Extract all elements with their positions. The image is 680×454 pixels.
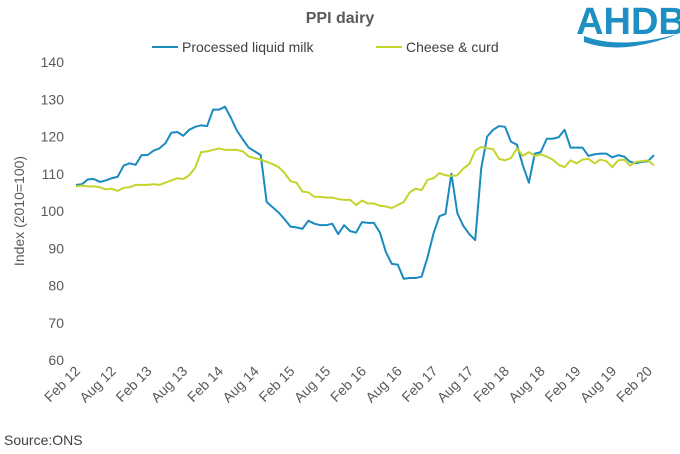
- y-axis-ticks: 60 70 80 90 100 110 120 130 140: [41, 54, 65, 368]
- legend-item-processed-liquid-milk: Processed liquid milk: [152, 39, 314, 55]
- y-tick-label: 110: [42, 166, 65, 182]
- x-tick-label: Feb 20: [613, 363, 655, 405]
- y-axis-label: Index (2010=100): [11, 156, 27, 266]
- x-tick-label: Feb 18: [470, 363, 512, 405]
- x-tick-label: Aug 12: [76, 363, 119, 406]
- x-tick-label: Feb 13: [112, 363, 154, 405]
- x-tick-label: Aug 17: [434, 363, 477, 406]
- y-tick-label: 70: [48, 315, 64, 331]
- x-tick-label: Feb 17: [398, 363, 440, 405]
- x-tick-label: Aug 13: [148, 363, 191, 406]
- x-tick-label: Aug 15: [291, 363, 334, 406]
- x-tick-label: Feb 15: [255, 363, 297, 405]
- series-line-processed-liquid-milk: [75, 105, 655, 280]
- legend-label-processed-liquid-milk: Processed liquid milk: [182, 39, 314, 55]
- x-tick-label: Feb 16: [327, 363, 369, 405]
- y-tick-label: 60: [48, 352, 64, 368]
- x-tick-label: Aug 16: [362, 363, 405, 406]
- x-tick-label: Feb 14: [184, 363, 226, 405]
- legend-item-cheese-curd: Cheese & curd: [376, 39, 499, 55]
- y-tick-label: 120: [41, 129, 65, 145]
- legend: Processed liquid milk Cheese & curd: [152, 39, 499, 55]
- x-tick-label: Aug 14: [219, 363, 262, 406]
- legend-label-cheese-curd: Cheese & curd: [406, 39, 499, 55]
- y-tick-label: 130: [41, 91, 65, 107]
- series-line-cheese-curd: [75, 145, 655, 210]
- y-tick-label: 140: [41, 54, 65, 70]
- logo: AHDB: [576, 1, 680, 48]
- y-tick-label: 100: [41, 203, 65, 219]
- x-tick-label: Aug 19: [577, 363, 620, 406]
- y-tick-label: 80: [48, 278, 64, 294]
- chart-title: PPI dairy: [306, 10, 375, 27]
- x-tick-label: Feb 19: [541, 363, 583, 405]
- logo-text: AHDB: [576, 1, 680, 43]
- series-lines: [75, 105, 655, 280]
- y-tick-label: 90: [48, 240, 64, 256]
- source-note: Source:ONS: [4, 432, 83, 448]
- x-tick-label: Feb 12: [41, 363, 83, 405]
- x-tick-label: Aug 18: [505, 363, 548, 406]
- logo-swoosh: [584, 34, 678, 48]
